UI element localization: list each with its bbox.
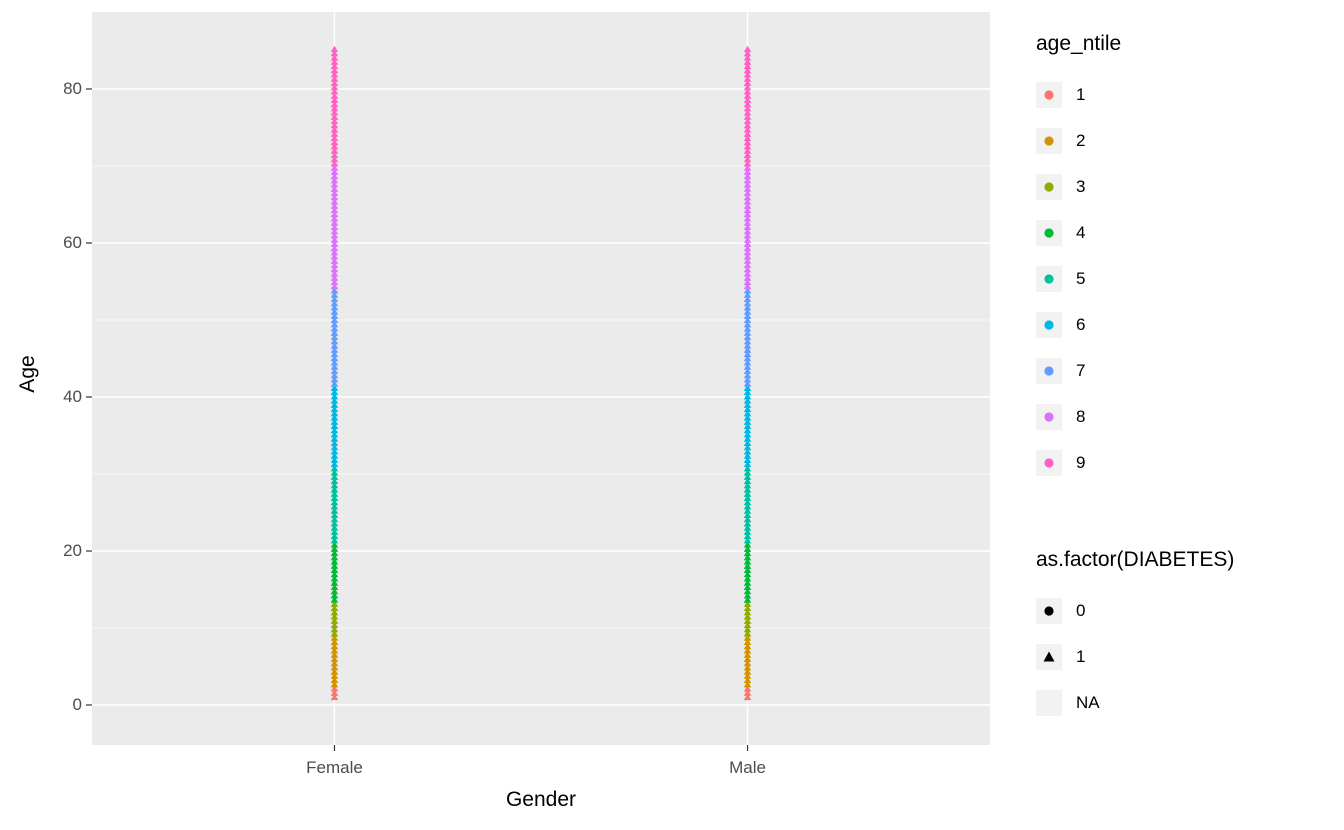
legend-age-ntile-label: 9 <box>1076 453 1086 472</box>
legend-diabetes-label: NA <box>1076 693 1100 712</box>
legend-diabetes-label: 1 <box>1076 647 1086 666</box>
circle-marker-icon <box>1036 174 1062 200</box>
y-tick-label: 60 <box>63 233 82 252</box>
legend-age-ntile-item-8: 8 <box>1036 394 1121 440</box>
panel-background <box>92 12 990 745</box>
legend-key-blank <box>1036 690 1062 716</box>
legend-age-ntile-label: 6 <box>1076 315 1086 334</box>
circle-marker-icon <box>1036 128 1062 154</box>
legend-age-ntile-label: 4 <box>1076 223 1086 242</box>
circle-marker-icon <box>1036 312 1062 338</box>
legend-age-ntile-item-2: 2 <box>1036 118 1121 164</box>
legend-age-ntile-item-3: 3 <box>1036 164 1121 210</box>
legend-diabetes-label: 0 <box>1076 601 1086 620</box>
legend-diabetes-title: as.factor(DIABETES) <box>1036 548 1235 571</box>
legend-age-ntile-label: 2 <box>1076 131 1086 150</box>
legend-age-ntile-label: 1 <box>1076 85 1086 104</box>
legend-diabetes-item-1: 1 <box>1036 634 1234 680</box>
legend-age-ntile-item-5: 5 <box>1036 256 1121 302</box>
circle-marker-icon <box>1036 266 1062 292</box>
y-tick-label: 0 <box>72 695 82 714</box>
x-tick-label-female: Female <box>306 758 363 777</box>
legend-diabetes-items: 0 1 NA <box>1036 588 1234 726</box>
legend-age-ntile-item-1: 1 <box>1036 72 1121 118</box>
legend-age-ntile-label: 5 <box>1076 269 1086 288</box>
x-axis-title: Gender <box>505 788 577 811</box>
legend-age-ntile-label: 3 <box>1076 177 1086 196</box>
legend-age-ntile-item-6: 6 <box>1036 302 1121 348</box>
legend-age-ntile: age_ntile 1 2 3 4 5 6 7 8 9 <box>1036 30 1121 486</box>
circle-marker-icon <box>1036 220 1062 246</box>
axis-tick-marks <box>86 88 749 751</box>
y-tick-label: 80 <box>63 79 82 98</box>
points-male <box>743 45 752 701</box>
circle-marker-icon <box>1036 404 1062 430</box>
circle-marker-icon <box>1036 358 1062 384</box>
y-tick-label: 20 <box>63 541 82 560</box>
circle-marker-icon <box>1036 450 1062 476</box>
y-tick-label: 40 <box>63 387 82 406</box>
legend-age-ntile-label: 7 <box>1076 361 1086 380</box>
legend-age-ntile-label: 8 <box>1076 407 1086 426</box>
legend-age-ntile-item-4: 4 <box>1036 210 1121 256</box>
circle-marker-icon <box>1036 598 1062 624</box>
y-axis-title: Age <box>16 355 39 393</box>
circle-marker-icon <box>1036 82 1062 108</box>
triangle-marker-icon <box>1036 644 1062 670</box>
legend-diabetes: as.factor(DIABETES) 0 1 NA <box>1036 546 1234 726</box>
legend-diabetes-item-0: 0 <box>1036 588 1234 634</box>
x-tick-label-male: Male <box>729 758 766 777</box>
legend-age-ntile-item-9: 9 <box>1036 440 1121 486</box>
legend-age-ntile-item-7: 7 <box>1036 348 1121 394</box>
legend-age-ntile-items: 1 2 3 4 5 6 7 8 9 <box>1036 72 1121 486</box>
legend-age-ntile-title: age_ntile <box>1036 32 1122 55</box>
legend-diabetes-item-na: NA <box>1036 680 1234 726</box>
points-female <box>330 45 339 701</box>
